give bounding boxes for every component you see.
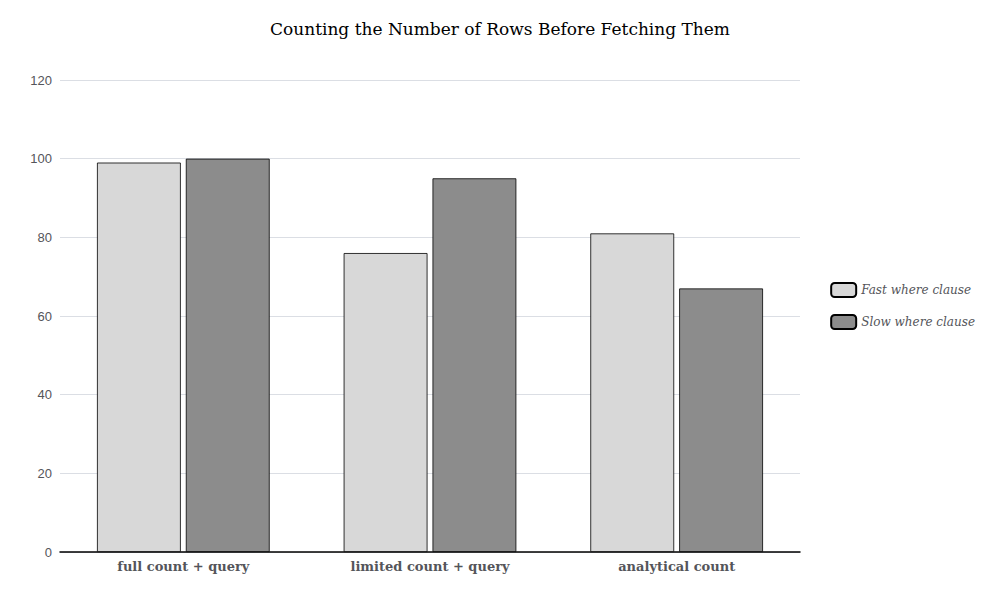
svg-text:Fast where clause: Fast where clause [860, 283, 971, 297]
svg-text:Counting the Number of Rows Be: Counting the Number of Rows Before Fetch… [270, 19, 730, 39]
svg-text:20: 20 [38, 466, 52, 481]
svg-text:analytical count: analytical count [618, 559, 735, 574]
svg-text:100: 100 [30, 151, 52, 166]
svg-text:limited count + query: limited count + query [350, 559, 510, 574]
svg-text:full count + query: full count + query [117, 559, 250, 574]
svg-text:40: 40 [38, 387, 52, 402]
svg-text:120: 120 [30, 73, 52, 88]
svg-text:80: 80 [38, 230, 52, 245]
svg-text:Slow where clause: Slow where clause [861, 315, 975, 329]
svg-text:0: 0 [45, 545, 52, 560]
svg-text:60: 60 [38, 309, 52, 324]
